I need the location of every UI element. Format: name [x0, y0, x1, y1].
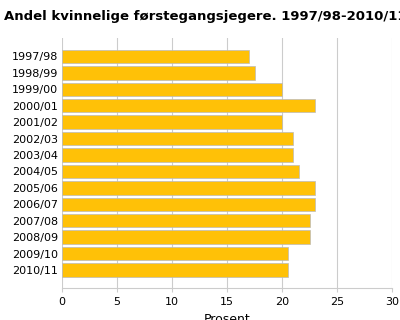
Bar: [62, 148, 293, 162]
Bar: [62, 214, 310, 228]
Bar: [62, 230, 310, 244]
Text: Andel kvinnelige førstegangsjegere. 1997/98-2010/11. Prosent: Andel kvinnelige førstegangsjegere. 1997…: [4, 10, 400, 23]
Bar: [62, 99, 315, 112]
X-axis label: Prosent: Prosent: [204, 313, 250, 320]
Bar: [62, 197, 315, 211]
Bar: [62, 66, 254, 80]
Bar: [62, 165, 298, 178]
Bar: [62, 263, 288, 277]
Bar: [62, 247, 288, 260]
Bar: [62, 116, 282, 129]
Bar: [62, 83, 282, 96]
Bar: [62, 50, 249, 63]
Bar: [62, 181, 315, 195]
Bar: [62, 132, 293, 145]
